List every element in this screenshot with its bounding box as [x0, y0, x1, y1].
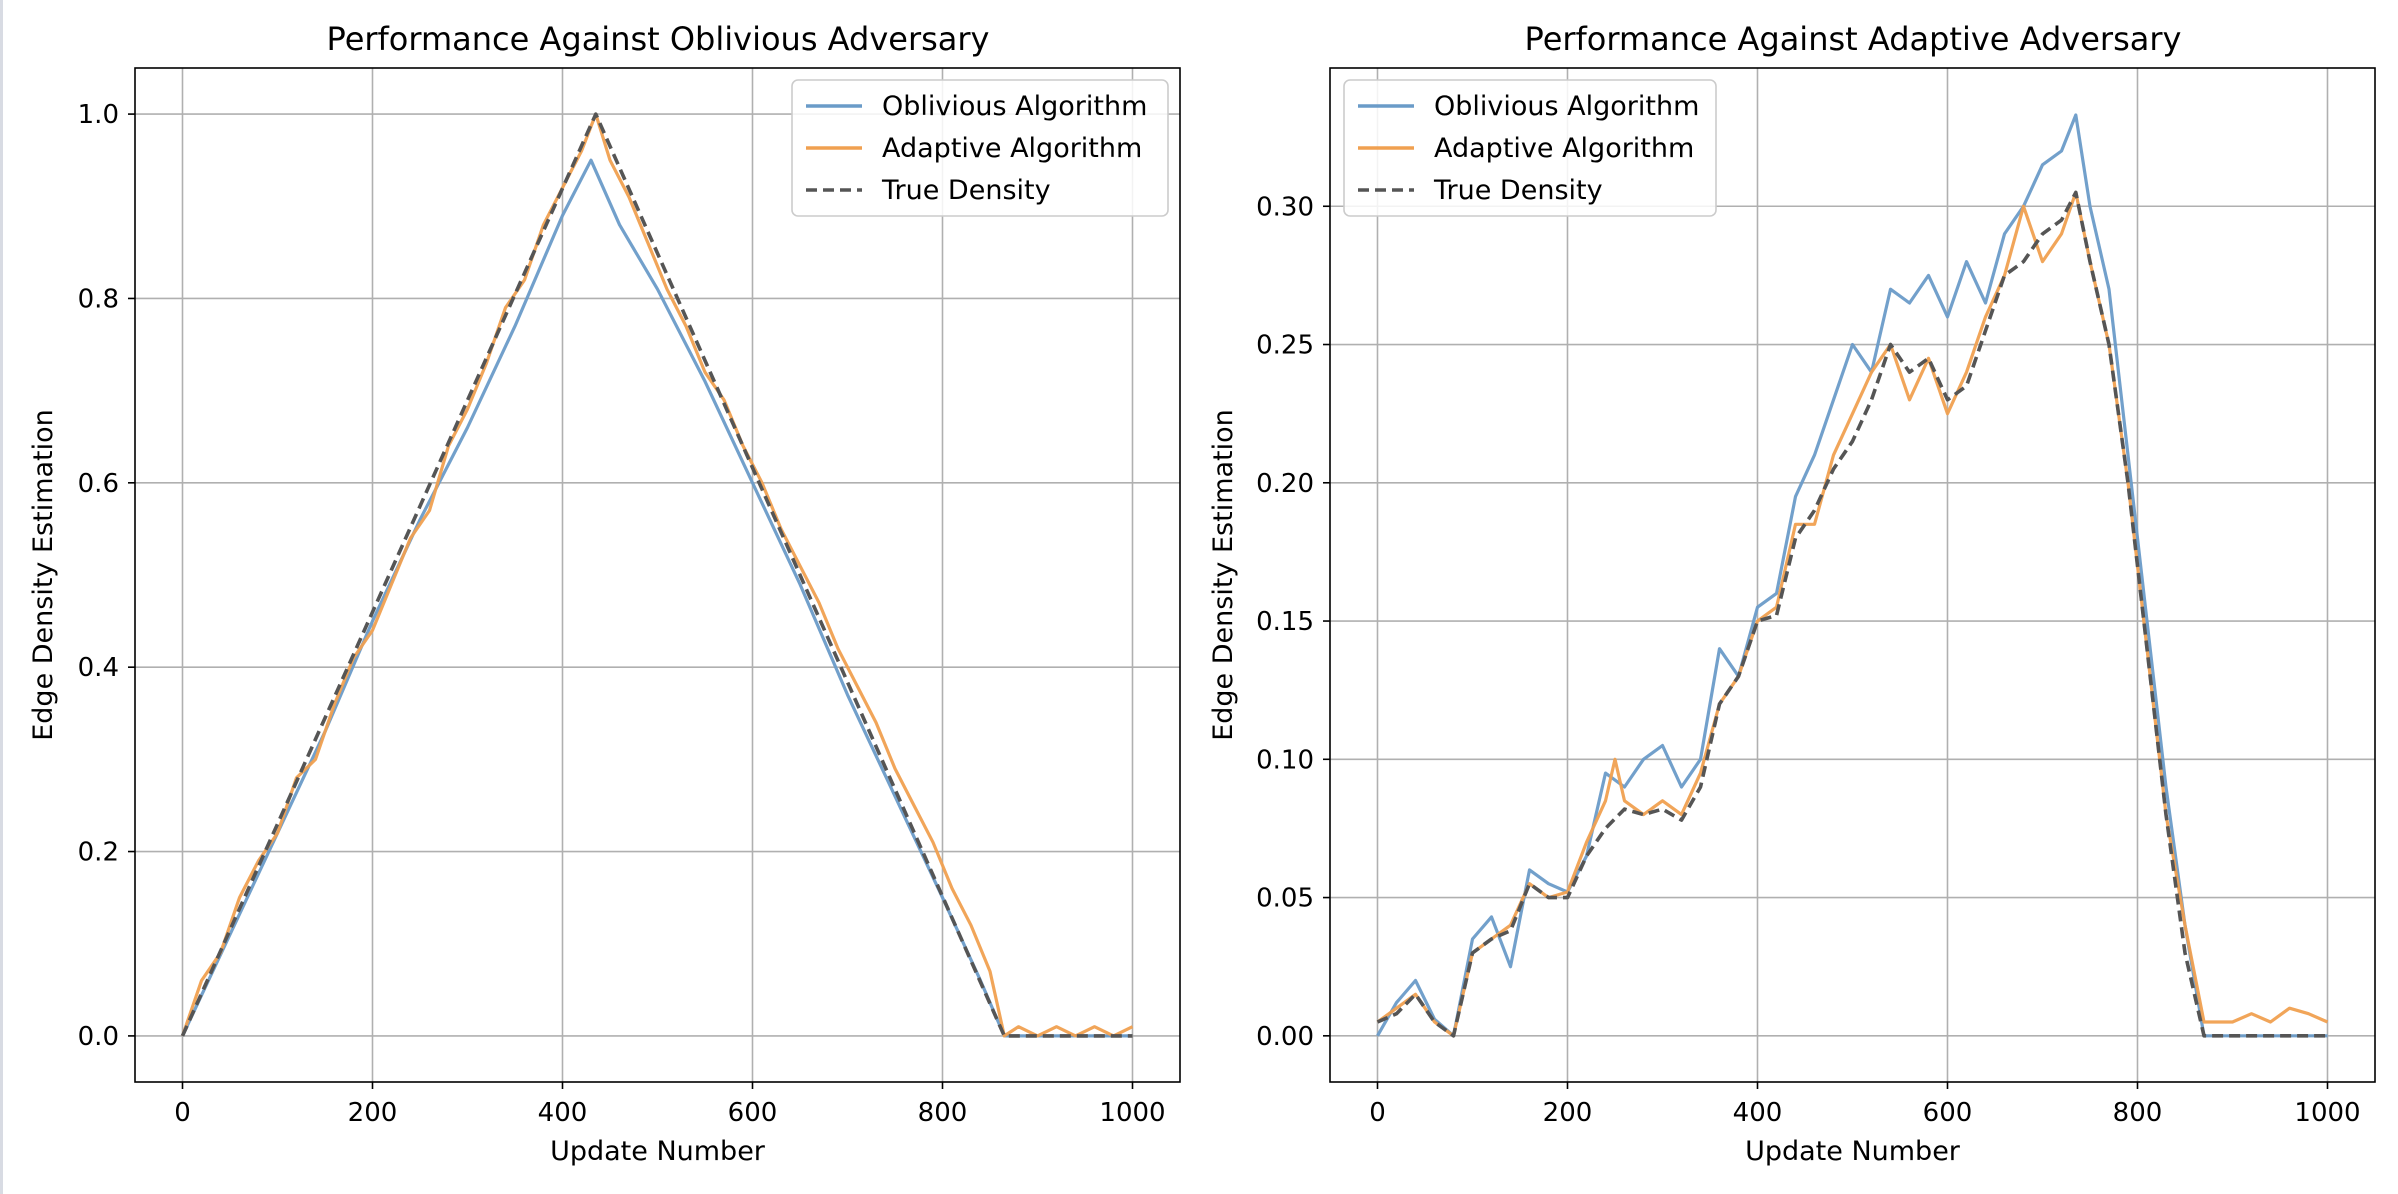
x-tick-label: 200 [1543, 1098, 1593, 1128]
x-tick-label: 600 [1923, 1098, 1973, 1128]
page-edge [0, 0, 3, 1194]
legend-label: Adaptive Algorithm [882, 133, 1142, 164]
x-tick-label: 400 [538, 1098, 588, 1128]
legend: Oblivious Algorithm Adaptive Algorithm Tru… [1343, 79, 1717, 217]
legend-label: Adaptive Algorithm [1434, 133, 1694, 164]
chart-1: 0 200 400 600 800 1000 0.0 0.2 0.4 0.6 0.8 1.0 Perfo… [28, 20, 1181, 1167]
series-line-adaptive-algorithm [180, 112, 1134, 1038]
y-tick-label: 0.4 [78, 653, 119, 683]
series-line-true-density [180, 112, 1133, 1038]
x-tick-label: 800 [2113, 1098, 2163, 1128]
y-tick-label: 0.10 [1256, 745, 1314, 775]
y-tick-label: 0.2 [78, 838, 119, 868]
x-axis-label: Update Number [550, 1136, 766, 1167]
chart-title: Performance Against Oblivious Adversary [327, 20, 990, 58]
y-tick-label: 0.8 [78, 284, 119, 314]
x-tick-label: 0 [1369, 1098, 1386, 1128]
legend-label: True Density [881, 175, 1051, 206]
y-tick-label: 0.00 [1256, 1022, 1314, 1052]
legend: Oblivious Algorithm Adaptive Algorithm Tru… [791, 79, 1169, 217]
x-tick-label: 400 [1733, 1098, 1783, 1128]
y-tick-label: 0.0 [78, 1022, 119, 1052]
axes-frame [1329, 67, 2376, 1083]
y-tick-label: 0.30 [1256, 192, 1314, 222]
y-tick-label: 1.0 [78, 100, 119, 130]
legend-label: Oblivious Algorithm [882, 91, 1147, 122]
legend-box [791, 79, 1169, 217]
y-tick-label: 0.20 [1256, 469, 1314, 499]
y-tick-label: 0.6 [78, 469, 119, 499]
legend-box [1343, 79, 1717, 217]
y-axis-label: Edge Density Estimation [28, 409, 59, 741]
y-tick-label: 0.15 [1256, 607, 1314, 637]
legend-label: True Density [1433, 175, 1603, 206]
series-line-oblivious-algorithm [181, 158, 1133, 1038]
legend-label: Oblivious Algorithm [1434, 91, 1699, 122]
series-line-oblivious-algorithm [1376, 113, 2328, 1038]
x-tick-label: 1000 [2294, 1098, 2360, 1128]
chart-title: Performance Against Adaptive Adversary [1525, 20, 2182, 58]
x-tick-label: 200 [348, 1098, 398, 1128]
x-tick-label: 800 [918, 1098, 968, 1128]
series-line-true-density [1376, 190, 2328, 1038]
chart-2: 0 200 400 600 800 1000 0.00 0.05 0.10 0.15 0.20 0.2… [1208, 20, 2376, 1167]
x-tick-label: 1000 [1099, 1098, 1165, 1128]
axes-frame [134, 67, 1181, 1083]
y-tick-label: 0.05 [1256, 884, 1314, 914]
y-tick-label: 0.25 [1256, 331, 1314, 361]
y-axis-label: Edge Density Estimation [1208, 409, 1239, 741]
x-axis-label: Update Number [1745, 1136, 1961, 1167]
x-tick-label: 0 [174, 1098, 191, 1128]
x-tick-label: 600 [728, 1098, 778, 1128]
